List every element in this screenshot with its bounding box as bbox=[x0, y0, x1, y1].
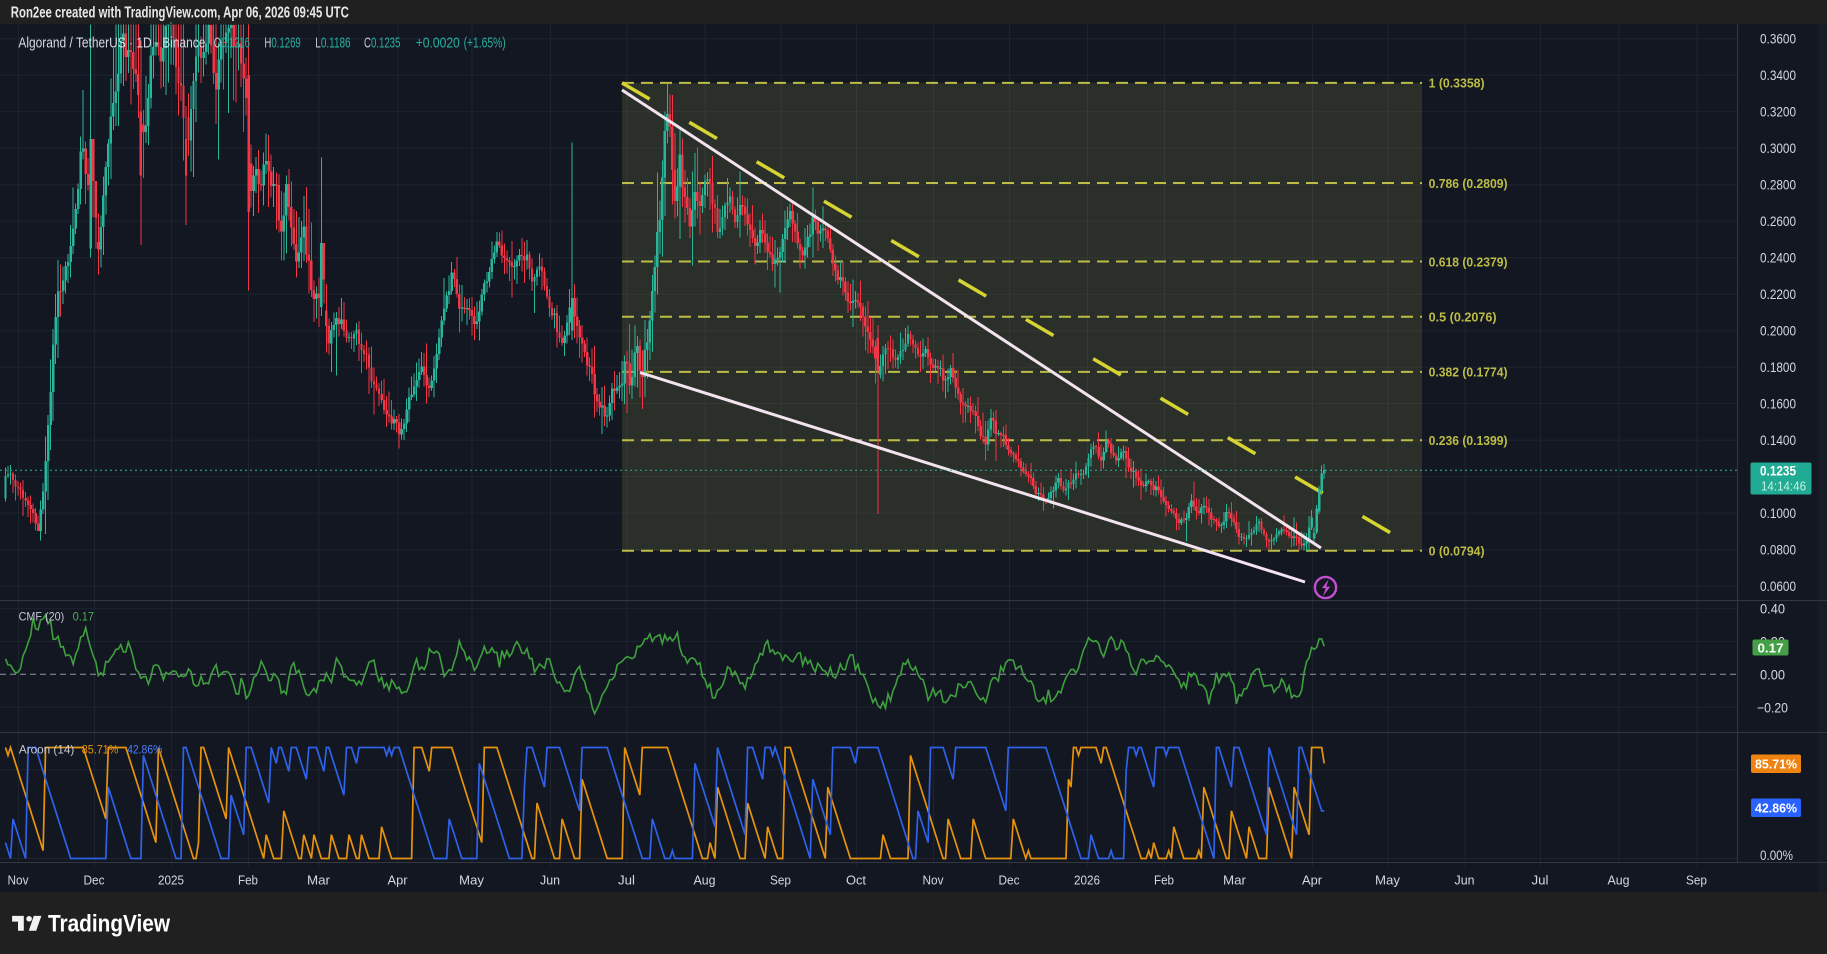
svg-text:0.2000: 0.2000 bbox=[1760, 323, 1796, 339]
svg-text:Jul: Jul bbox=[1532, 873, 1549, 888]
svg-text:0.5 (0.2076): 0.5 (0.2076) bbox=[1429, 310, 1497, 325]
svg-text:Sep: Sep bbox=[1686, 873, 1707, 888]
svg-text:0 (0.0794): 0 (0.0794) bbox=[1429, 544, 1485, 559]
svg-text:2025: 2025 bbox=[158, 873, 184, 888]
svg-text:0.1235: 0.1235 bbox=[1760, 463, 1796, 479]
svg-text:+0.0020: +0.0020 bbox=[416, 35, 460, 52]
svg-text:0.3400: 0.3400 bbox=[1760, 67, 1796, 83]
svg-text:0.382 (0.1774): 0.382 (0.1774) bbox=[1429, 365, 1508, 380]
svg-text:42.86%: 42.86% bbox=[127, 743, 163, 757]
svg-text:Apr: Apr bbox=[1302, 873, 1323, 888]
svg-text:L0.1186: L0.1186 bbox=[315, 35, 350, 52]
svg-text:0.0800: 0.0800 bbox=[1760, 542, 1796, 558]
svg-text:0.2600: 0.2600 bbox=[1760, 213, 1796, 229]
svg-text:Algorand / TetherUS · 1D · Bin: Algorand / TetherUS · 1D · Binance bbox=[18, 35, 205, 52]
svg-text:0.236 (0.1399): 0.236 (0.1399) bbox=[1429, 433, 1508, 448]
svg-text:0.00: 0.00 bbox=[1760, 666, 1785, 682]
svg-text:Dec: Dec bbox=[999, 873, 1020, 888]
svg-text:Nov: Nov bbox=[8, 873, 29, 888]
svg-text:Aug: Aug bbox=[694, 873, 716, 888]
svg-text:C0.1235: C0.1235 bbox=[364, 35, 400, 52]
svg-text:Jun: Jun bbox=[1455, 873, 1475, 888]
svg-text:TradingView: TradingView bbox=[48, 911, 170, 938]
svg-text:0.1600: 0.1600 bbox=[1760, 396, 1796, 412]
svg-text:Feb: Feb bbox=[238, 873, 258, 888]
svg-text:0.1400: 0.1400 bbox=[1760, 432, 1796, 448]
svg-text:0.3200: 0.3200 bbox=[1760, 104, 1796, 120]
svg-text:Jun: Jun bbox=[540, 873, 560, 888]
svg-text:0.2400: 0.2400 bbox=[1760, 250, 1796, 266]
svg-text:85.71%: 85.71% bbox=[82, 743, 119, 757]
svg-text:May: May bbox=[1375, 873, 1401, 888]
svg-text:Sep: Sep bbox=[770, 873, 791, 888]
svg-text:Dec: Dec bbox=[84, 873, 105, 888]
svg-text:Mar: Mar bbox=[307, 873, 331, 888]
svg-text:85.71%: 85.71% bbox=[1755, 757, 1797, 772]
svg-text:2026: 2026 bbox=[1074, 873, 1100, 888]
svg-text:(+1.65%): (+1.65%) bbox=[464, 35, 506, 52]
svg-text:Nov: Nov bbox=[923, 873, 944, 888]
svg-text:0.786 (0.2809): 0.786 (0.2809) bbox=[1429, 176, 1508, 191]
svg-text:O0.1216: O0.1216 bbox=[214, 35, 250, 52]
svg-text:H0.1269: H0.1269 bbox=[264, 35, 300, 52]
svg-text:0.17: 0.17 bbox=[1758, 640, 1784, 655]
svg-text:0.1800: 0.1800 bbox=[1760, 359, 1796, 375]
svg-text:0.2200: 0.2200 bbox=[1760, 286, 1796, 302]
svg-text:0.00%: 0.00% bbox=[1760, 847, 1793, 863]
svg-text:0.3600: 0.3600 bbox=[1760, 31, 1796, 47]
svg-text:Apr: Apr bbox=[388, 873, 409, 888]
svg-text:0.2800: 0.2800 bbox=[1760, 177, 1796, 193]
svg-text:Aug: Aug bbox=[1608, 873, 1630, 888]
svg-text:1 (0.3358): 1 (0.3358) bbox=[1429, 76, 1485, 91]
svg-text:14:14:46: 14:14:46 bbox=[1761, 479, 1806, 494]
svg-text:Ron2ee created with TradingVie: Ron2ee created with TradingView.com, Apr… bbox=[11, 5, 349, 22]
svg-text:0.618 (0.2379): 0.618 (0.2379) bbox=[1429, 254, 1508, 269]
svg-text:CMF (20): CMF (20) bbox=[19, 610, 65, 624]
svg-text:Jul: Jul bbox=[618, 873, 635, 888]
svg-text:0.17: 0.17 bbox=[73, 610, 95, 624]
svg-text:Oct: Oct bbox=[846, 873, 866, 888]
svg-text:42.86%: 42.86% bbox=[1755, 801, 1797, 816]
svg-text:0.3000: 0.3000 bbox=[1760, 140, 1796, 156]
svg-text:Mar: Mar bbox=[1223, 873, 1247, 888]
svg-text:Aroon (14): Aroon (14) bbox=[19, 743, 74, 757]
svg-text:0.40: 0.40 bbox=[1760, 601, 1785, 617]
svg-text:0.1000: 0.1000 bbox=[1760, 505, 1796, 521]
svg-text:−0.20: −0.20 bbox=[1757, 700, 1788, 716]
svg-text:May: May bbox=[459, 873, 485, 888]
svg-text:0.0600: 0.0600 bbox=[1760, 578, 1796, 594]
svg-text:Feb: Feb bbox=[1154, 873, 1174, 888]
